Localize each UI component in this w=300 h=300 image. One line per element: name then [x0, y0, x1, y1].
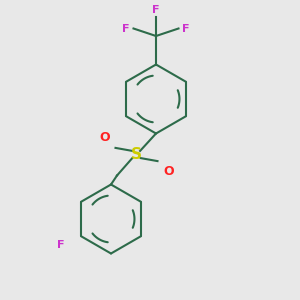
- Text: F: F: [56, 240, 64, 250]
- Text: S: S: [131, 147, 142, 162]
- Text: F: F: [122, 23, 130, 34]
- Text: O: O: [99, 131, 110, 144]
- Text: F: F: [152, 5, 160, 15]
- Text: F: F: [182, 23, 190, 34]
- Text: O: O: [164, 165, 174, 178]
